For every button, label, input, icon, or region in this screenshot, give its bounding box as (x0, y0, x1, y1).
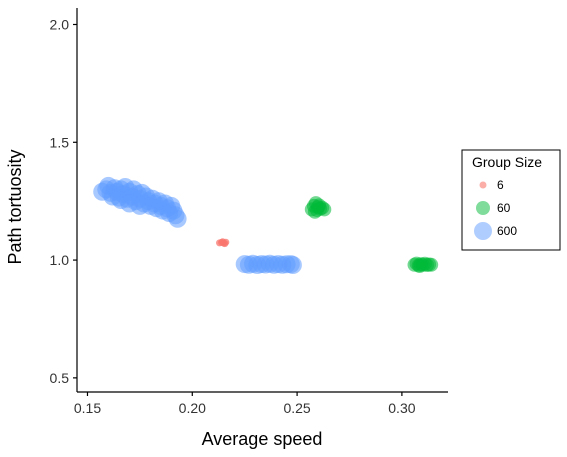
legend-label-600: 600 (497, 224, 517, 238)
legend-label-60: 60 (497, 201, 511, 215)
axes: 0.15 0.20 0.25 0.30 0.5 1.0 1.5 2.0 (50, 8, 448, 416)
legend-key-6 (479, 181, 487, 189)
y-tick-label: 1.5 (50, 134, 70, 150)
data-point-group-60 (424, 257, 439, 272)
y-tick-label: 2.0 (50, 17, 70, 33)
x-axis-title: Average speed (202, 429, 323, 449)
legend-key-600 (474, 222, 492, 240)
data-point-group-600 (168, 209, 187, 228)
legend: Group Size 6 60 600 (461, 149, 561, 251)
plot-marks (93, 176, 439, 274)
legend-key-60 (476, 201, 490, 215)
data-point-group-60 (312, 198, 327, 213)
x-tick-label: 0.25 (283, 400, 310, 416)
data-point-group-60 (412, 259, 427, 273)
x-tick-label: 0.15 (74, 400, 101, 416)
y-tick-label: 0.5 (50, 370, 70, 386)
legend-label-6: 6 (497, 178, 504, 192)
legend-title: Group Size (472, 154, 542, 170)
y-tick-label: 1.0 (50, 252, 70, 268)
data-point-group-600 (283, 256, 302, 274)
y-axis-title: Path tortuosity (5, 149, 25, 264)
x-tick-label: 0.30 (388, 400, 415, 416)
data-point-group-600 (130, 196, 149, 215)
x-tick-label: 0.20 (179, 400, 206, 416)
data-point-group-6 (221, 240, 229, 248)
